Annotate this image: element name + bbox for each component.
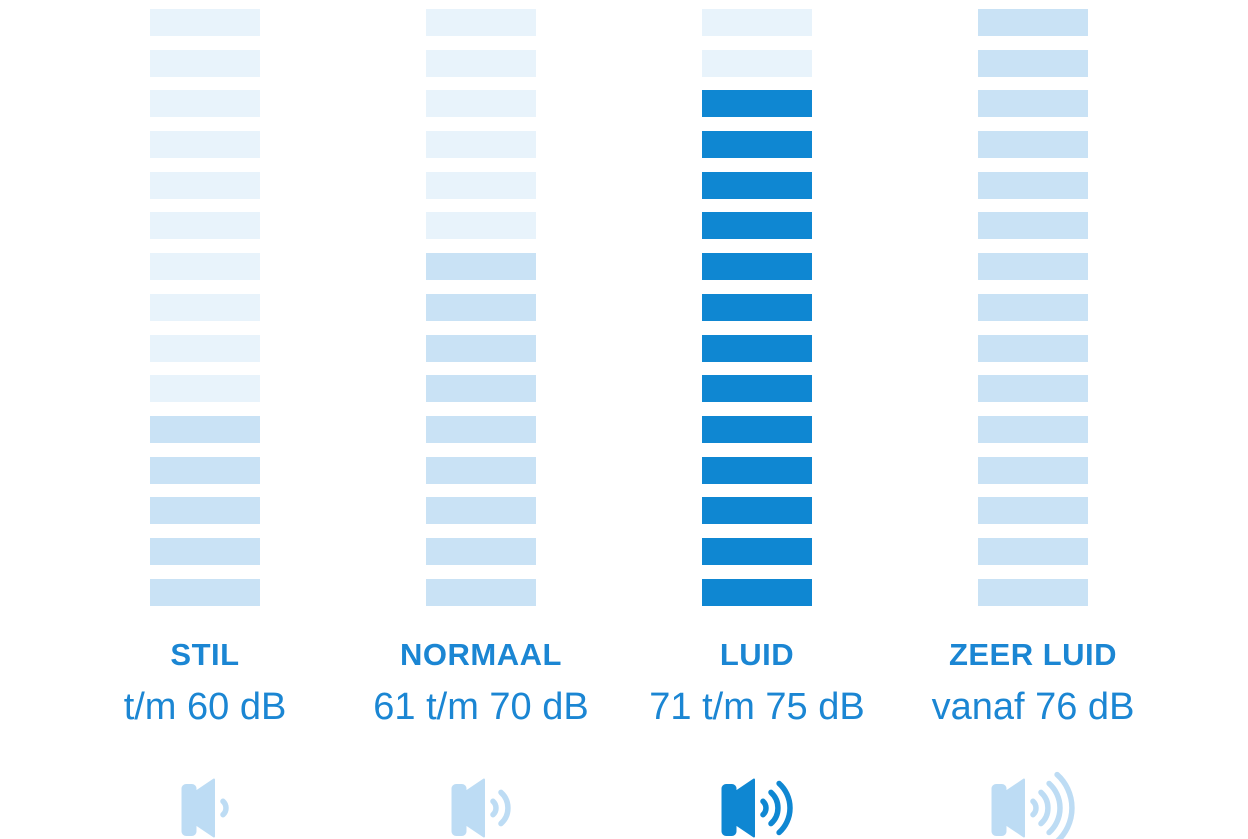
level-bar: [426, 131, 536, 159]
level-bar: [426, 212, 536, 240]
category-range: vanaf 76 dB: [931, 685, 1135, 728]
speaker-volume-icon: [702, 777, 812, 839]
category-range: t/m 60 dB: [123, 685, 287, 728]
category-title: LUID: [719, 636, 795, 672]
level-bar: [978, 90, 1088, 118]
bar-stack: [426, 9, 536, 606]
level-bar: [150, 9, 260, 36]
level-bar: [426, 415, 536, 443]
level-bar: [702, 293, 812, 321]
level-bar: [978, 171, 1088, 199]
bar-stack: [978, 9, 1088, 606]
speaker-volume-icon: [426, 777, 536, 839]
level-bar: [702, 415, 812, 443]
category-range: 71 t/m 75 dB: [649, 685, 865, 728]
level-bar: [978, 537, 1088, 565]
level-bar: [978, 415, 1088, 443]
level-bar: [702, 171, 812, 199]
category-title: STIL: [170, 636, 240, 672]
speaker-1-waves-icon: [181, 778, 229, 838]
level-bar: [426, 497, 536, 525]
speaker-3-waves-icon: [721, 778, 793, 838]
level-bar: [702, 456, 812, 484]
level-bar: [702, 9, 812, 36]
category-title: NORMAAL: [400, 636, 562, 672]
level-bar: [150, 253, 260, 281]
level-bar: [702, 578, 812, 606]
level-bar: [150, 415, 260, 443]
level-bar: [978, 497, 1088, 525]
bar-stack: [150, 9, 260, 606]
level-bar: [150, 456, 260, 484]
level-bar: [150, 578, 260, 606]
bar-stack: [702, 9, 812, 606]
level-bar: [978, 293, 1088, 321]
level-bar: [702, 375, 812, 403]
speaker-2-waves-icon: [451, 778, 511, 838]
level-bar: [150, 497, 260, 525]
level-bar: [426, 456, 536, 484]
level-bar: [150, 537, 260, 565]
level-bar: [426, 334, 536, 362]
level-bar: [426, 293, 536, 321]
level-bar: [702, 253, 812, 281]
level-bar: [150, 375, 260, 403]
level-bar: [702, 537, 812, 565]
level-bar: [978, 253, 1088, 281]
level-bar: [978, 375, 1088, 403]
level-bar: [702, 212, 812, 240]
level-bar: [978, 9, 1088, 36]
level-bar: [978, 578, 1088, 606]
speaker-volume-icon: [150, 777, 260, 839]
level-bar: [702, 131, 812, 159]
level-bar: [426, 90, 536, 118]
level-bar: [426, 375, 536, 403]
level-bar: [150, 293, 260, 321]
level-bar: [426, 578, 536, 606]
level-bar: [150, 90, 260, 118]
level-bar: [702, 334, 812, 362]
level-bar: [426, 253, 536, 281]
level-bar: [150, 212, 260, 240]
level-bar: [426, 49, 536, 77]
speaker-4-waves-icon: [991, 771, 1075, 839]
column-luid: LUID 71 t/m 75 dB: [649, 0, 865, 839]
level-bar: [150, 131, 260, 159]
level-bar: [426, 537, 536, 565]
level-bar: [150, 334, 260, 362]
level-bar: [150, 49, 260, 77]
level-bar: [978, 334, 1088, 362]
level-bar: [702, 49, 812, 77]
level-bar: [426, 171, 536, 199]
column-stil: STIL t/m 60 dB: [124, 0, 286, 839]
level-bar: [150, 171, 260, 199]
level-bar: [702, 90, 812, 118]
column-zeer-luid: ZEER LUID vanaf 76 dB: [932, 0, 1134, 839]
column-normaal: NORMAAL 61 t/m 70 dB: [373, 0, 589, 839]
level-bar: [426, 9, 536, 36]
category-range: 61 t/m 70 dB: [373, 685, 589, 728]
level-bar: [978, 131, 1088, 159]
level-bar: [702, 497, 812, 525]
category-title: ZEER LUID: [948, 636, 1118, 672]
level-bar: [978, 212, 1088, 240]
level-bar: [978, 49, 1088, 77]
speaker-volume-icon: [978, 771, 1088, 839]
level-bar: [978, 456, 1088, 484]
